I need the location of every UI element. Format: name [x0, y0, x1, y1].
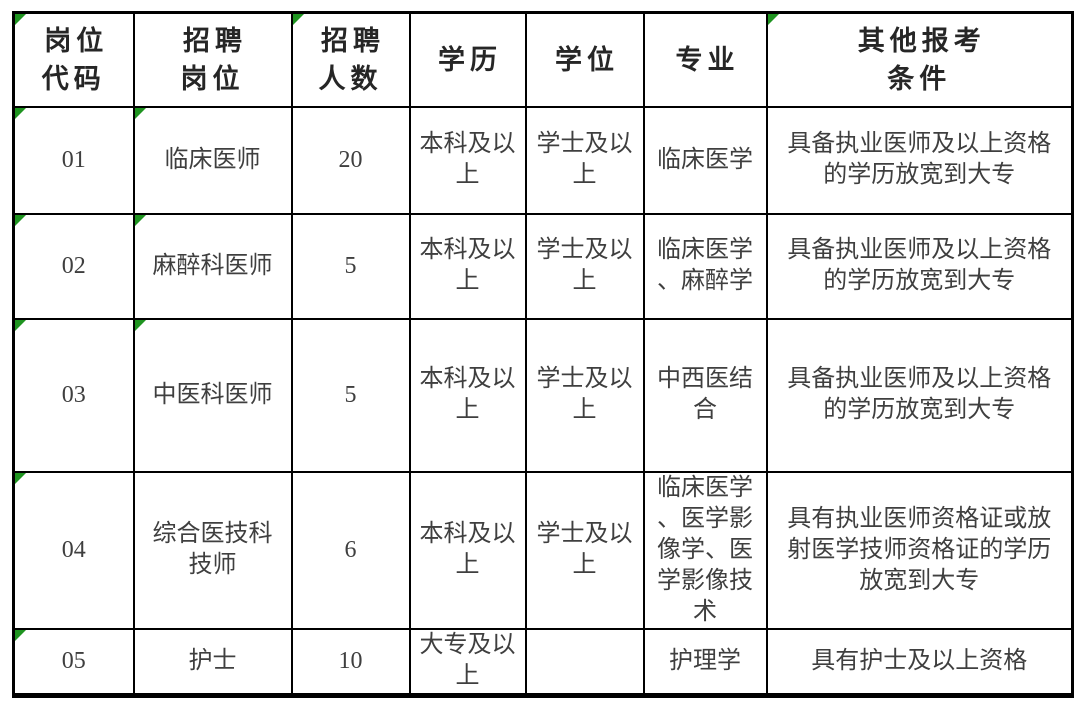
cell-flag-triangle-icon [15, 14, 26, 25]
cell-headcount: 5 [290, 212, 411, 320]
table-row: 03 中医科医师 5 本科及以 上 学士及以 上 中西医结 合 具备执业医师及以… [12, 317, 1074, 473]
cell-degree: 学士及以 上 [524, 212, 645, 320]
cell-major: 护理学 [642, 627, 768, 697]
cell-degree: 学士及以 上 [524, 470, 645, 630]
table-row: 01 临床医师 20 本科及以 上 学士及以 上 临床医学 具备执业医师及以上资… [12, 105, 1074, 215]
cell-education: 大专及以 上 [408, 627, 527, 697]
cell-degree [524, 627, 645, 697]
cell-flag-triangle-icon [293, 14, 304, 25]
cell-position-title: 临床医师 [132, 105, 293, 215]
cell-position-code: 05 [12, 627, 135, 697]
cell-other-requirements: 具有护士及以上资格 [765, 627, 1074, 697]
cell-flag-triangle-icon [768, 14, 779, 25]
table-row: 05 护士 10 大专及以 上 护理学 具有护士及以上资格 [12, 627, 1074, 697]
header-position-title: 招聘 岗位 [132, 11, 293, 108]
header-position-code: 岗位 代码 [12, 11, 135, 108]
cell-flag-triangle-icon [15, 320, 26, 331]
cell-position-code: 02 [12, 212, 135, 320]
header-row: 岗位 代码 招聘 岗位 招聘 人数 学历 学位 专业 其他报考 条件 [12, 11, 1074, 108]
cell-headcount: 6 [290, 470, 411, 630]
recruitment-positions-table: 岗位 代码 招聘 岗位 招聘 人数 学历 学位 专业 其他报考 条件 01 临床… [12, 11, 1074, 698]
cell-flag-triangle-icon [15, 473, 26, 484]
recruitment-table-sheet: 岗位 代码 招聘 岗位 招聘 人数 学历 学位 专业 其他报考 条件 01 临床… [12, 11, 1074, 698]
cell-headcount: 5 [290, 317, 411, 473]
header-education: 学历 [408, 11, 527, 108]
cell-major: 中西医结 合 [642, 317, 768, 473]
cell-flag-triangle-icon [135, 320, 146, 331]
cell-other-requirements: 具有执业医师资格证或放 射医学技师资格证的学历 放宽到大专 [765, 470, 1074, 630]
cell-position-code: 01 [12, 105, 135, 215]
cell-position-title: 护士 [132, 627, 293, 697]
cell-other-requirements: 具备执业医师及以上资格 的学历放宽到大专 [765, 105, 1074, 215]
cell-major: 临床医学 、医学影 像学、医 学影像技 术 [642, 470, 768, 630]
cell-other-requirements: 具备执业医师及以上资格 的学历放宽到大专 [765, 212, 1074, 320]
cell-major: 临床医学 、麻醉学 [642, 212, 768, 320]
cell-position-code: 04 [12, 470, 135, 630]
cell-flag-triangle-icon [15, 630, 26, 641]
table-row: 04 综合医技科 技师 6 本科及以 上 学士及以 上 临床医学 、医学影 像学… [12, 470, 1074, 630]
table-row: 02 麻醉科医师 5 本科及以 上 学士及以 上 临床医学 、麻醉学 具备执业医… [12, 212, 1074, 320]
cell-position-title: 综合医技科 技师 [132, 470, 293, 630]
cell-education: 本科及以 上 [408, 212, 527, 320]
header-degree: 学位 [524, 11, 645, 108]
header-other-requirements: 其他报考 条件 [765, 11, 1074, 108]
cell-position-title: 中医科医师 [132, 317, 293, 473]
cell-flag-triangle-icon [15, 108, 26, 119]
header-headcount: 招聘 人数 [290, 11, 411, 108]
cell-degree: 学士及以 上 [524, 317, 645, 473]
cell-headcount: 10 [290, 627, 411, 697]
cell-other-requirements: 具备执业医师及以上资格 的学历放宽到大专 [765, 317, 1074, 473]
header-major: 专业 [642, 11, 768, 108]
cell-major: 临床医学 [642, 105, 768, 215]
cell-flag-triangle-icon [135, 215, 146, 226]
cell-education: 本科及以 上 [408, 317, 527, 473]
cell-position-code: 03 [12, 317, 135, 473]
cell-flag-triangle-icon [135, 108, 146, 119]
cell-flag-triangle-icon [15, 215, 26, 226]
cell-education: 本科及以 上 [408, 470, 527, 630]
cell-position-title: 麻醉科医师 [132, 212, 293, 320]
cell-headcount: 20 [290, 105, 411, 215]
cell-education: 本科及以 上 [408, 105, 527, 215]
cell-degree: 学士及以 上 [524, 105, 645, 215]
